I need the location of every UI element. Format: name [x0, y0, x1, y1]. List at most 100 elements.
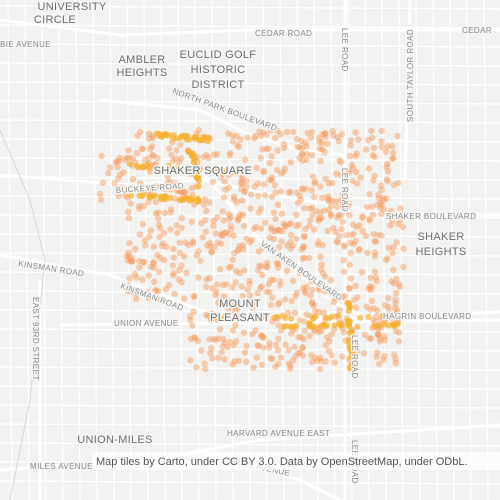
density-dot [380, 206, 387, 213]
density-dot [309, 211, 316, 218]
density-dot [296, 154, 303, 162]
density-dot [188, 153, 195, 159]
density-dot [363, 303, 370, 310]
density-dot [252, 327, 259, 334]
street [415, 0, 421, 500]
density-dot [355, 136, 362, 143]
density-dot [252, 223, 260, 231]
density-dot [230, 196, 238, 203]
street [92, 0, 98, 500]
density-dot [365, 165, 373, 172]
density-dot [134, 290, 141, 297]
density-dot [346, 261, 353, 268]
density-dot [315, 214, 322, 222]
density-dot [112, 159, 120, 166]
density-dot [263, 131, 270, 138]
density-dot [349, 177, 356, 185]
density-dot [273, 227, 281, 234]
density-dot [306, 320, 313, 327]
density-dot [208, 249, 215, 256]
density-dot [370, 304, 377, 312]
density-dot [226, 152, 233, 159]
road-line [99, 98, 346, 157]
density-dot [232, 321, 239, 329]
density-dot [279, 228, 286, 235]
density-dot [383, 163, 390, 170]
density-dot [325, 195, 332, 203]
density-dot [138, 164, 145, 171]
density-dot [302, 139, 309, 146]
density-dot [346, 285, 353, 292]
density-dot [115, 192, 123, 200]
density-dot [332, 295, 339, 302]
density-dot [136, 231, 144, 238]
density-dot [301, 254, 308, 261]
density-dot [224, 297, 232, 305]
density-dot [177, 141, 184, 148]
density-dot [384, 295, 392, 302]
density-dot [284, 309, 292, 317]
density-dot [293, 289, 301, 296]
density-dot [175, 276, 182, 283]
density-dot [194, 337, 202, 345]
density-dot [380, 196, 388, 204]
density-dot [145, 294, 153, 302]
density-dot [131, 271, 138, 278]
density-dot [167, 194, 174, 201]
density-dot [238, 176, 245, 183]
density-dot [263, 288, 270, 296]
density-dot [243, 183, 250, 190]
density-dot [177, 188, 185, 196]
density-dot [345, 200, 353, 207]
density-dot [161, 185, 168, 193]
density-dot [287, 220, 294, 227]
density-dot [267, 126, 275, 134]
density-dot [203, 165, 210, 172]
density-dot [250, 225, 257, 233]
density-dot [150, 264, 158, 271]
density-dot [317, 357, 325, 365]
street [0, 385, 500, 390]
density-dot [332, 198, 339, 205]
density-dot [361, 331, 369, 338]
density-dot [278, 170, 285, 177]
density-dot [217, 232, 225, 239]
density-dot [348, 328, 355, 334]
density-dot [155, 288, 162, 295]
density-dot [341, 171, 348, 178]
density-dot [296, 317, 303, 324]
density-dot [327, 212, 335, 220]
density-dot [255, 267, 262, 274]
density-dot [367, 286, 374, 294]
density-dot [239, 211, 247, 219]
density-dot [340, 242, 348, 249]
density-dot [371, 268, 379, 276]
density-dot [171, 195, 179, 202]
density-dot [175, 187, 183, 195]
density-dot [229, 138, 236, 145]
density-dot [265, 280, 272, 288]
density-dot [150, 243, 158, 250]
density-dot [190, 308, 197, 315]
density-dot [369, 316, 377, 323]
density-dot [220, 217, 227, 224]
density-dot [333, 238, 340, 245]
density-dot [248, 237, 255, 244]
density-dot [369, 211, 377, 218]
density-dot [206, 275, 213, 282]
density-dot [195, 183, 202, 190]
density-dot [392, 328, 400, 335]
density-dot [191, 334, 198, 341]
density-dot [155, 215, 162, 222]
place-label: SHAKER [417, 231, 464, 243]
density-dot [136, 205, 143, 212]
density-dot [319, 146, 326, 153]
density-dot [375, 331, 382, 339]
density-dot [235, 214, 242, 221]
density-dot [173, 222, 181, 229]
density-dot [393, 310, 401, 317]
density-dot [276, 299, 283, 306]
density-dot [270, 276, 278, 284]
density-dot [220, 316, 227, 323]
